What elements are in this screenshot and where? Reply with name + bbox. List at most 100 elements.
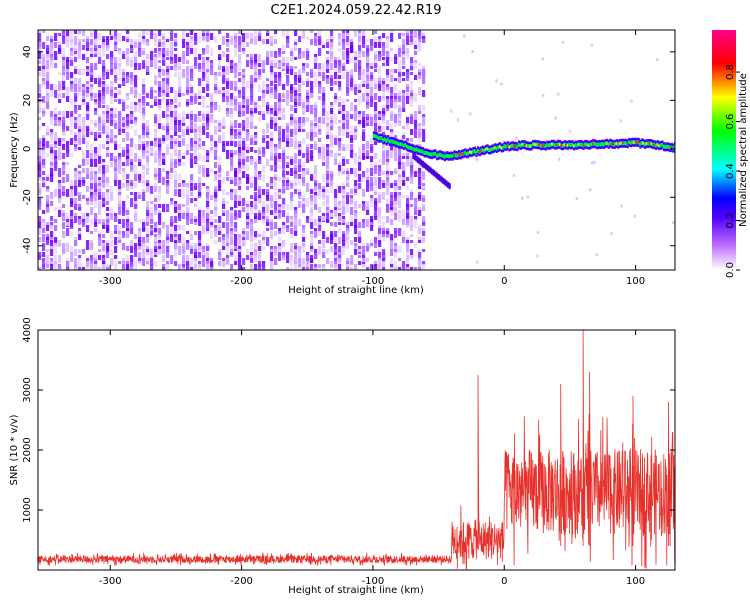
heatmap-cell	[222, 246, 226, 250]
heatmap-cell	[242, 150, 246, 156]
heatmap-cell	[322, 201, 326, 206]
heatmap-cell	[270, 186, 274, 189]
heatmap-cell	[154, 210, 158, 215]
heatmap-cell	[302, 243, 306, 248]
heatmap-cell	[54, 243, 58, 249]
heatmap-cell	[158, 228, 162, 236]
heatmap-cell	[222, 36, 226, 45]
heatmap-cell	[254, 54, 258, 61]
heatmap-cell	[410, 90, 414, 93]
heatmap-cell	[58, 192, 62, 199]
heatmap-cell	[198, 90, 202, 99]
heatmap-cell	[138, 195, 142, 199]
heatmap-cell	[394, 249, 398, 252]
heatmap-cell	[393, 140, 396, 144]
heatmap-cell	[174, 150, 178, 156]
heatmap-cell	[470, 151, 474, 154]
heatmap-cell	[388, 140, 391, 144]
heatmap-cell	[118, 180, 122, 189]
heatmap-cell	[162, 111, 166, 118]
heatmap-cell	[286, 228, 290, 232]
heatmap-cell	[226, 201, 230, 204]
heatmap-cell	[625, 141, 628, 145]
heatmap-cell	[549, 143, 552, 147]
heatmap-cell	[226, 216, 230, 221]
heatmap-cell	[402, 156, 406, 159]
heatmap-cell	[226, 237, 230, 244]
heatmap-cell	[54, 120, 58, 124]
heatmap-cell	[334, 267, 338, 270]
heatmap-cell	[98, 57, 102, 64]
heatmap-cell	[294, 219, 298, 228]
heatmap-cell	[94, 147, 98, 156]
heatmap-cell	[238, 237, 242, 246]
heatmap-cell	[106, 264, 110, 267]
heatmap-cell	[362, 111, 366, 118]
heatmap-cell	[210, 225, 214, 228]
heatmap-cell	[54, 189, 58, 197]
heatmap-cell	[242, 243, 246, 246]
heatmap-cell	[86, 168, 90, 174]
heatmap-cell	[230, 93, 234, 101]
heatmap-cell	[178, 264, 182, 270]
heatmap-cell	[214, 210, 218, 217]
heatmap-cell	[286, 69, 290, 74]
heatmap-cell	[42, 222, 46, 230]
heatmap-cell	[198, 36, 202, 43]
heatmap-cell	[465, 152, 469, 156]
heatmap-cell	[382, 255, 386, 259]
heatmap-cell	[282, 99, 286, 102]
heatmap-cell	[298, 219, 302, 226]
heatmap-cell	[50, 216, 54, 221]
heatmap-cell	[178, 234, 182, 242]
heatmap-cell	[134, 204, 138, 209]
heatmap-cell	[38, 93, 42, 98]
heatmap-cell	[218, 255, 222, 258]
heatmap-cell	[334, 72, 338, 79]
heatmap-cell	[46, 153, 50, 157]
heatmap-cell	[42, 234, 46, 242]
heatmap-cell	[106, 69, 110, 73]
heatmap-cell	[398, 48, 402, 57]
heatmap-cell	[110, 156, 114, 159]
heatmap-cell	[46, 69, 50, 73]
heatmap-cell	[238, 264, 242, 270]
heatmap-cell	[314, 105, 318, 109]
heatmap-cell	[90, 39, 94, 45]
heatmap-cell	[566, 144, 570, 147]
heatmap-cell	[314, 231, 318, 238]
heatmap-cell	[306, 219, 310, 223]
heatmap-cell	[362, 150, 366, 155]
heatmap-cell	[70, 60, 74, 66]
heatmap-cell	[134, 243, 138, 250]
heatmap-cell	[601, 142, 604, 146]
heatmap-cell	[330, 42, 334, 50]
heatmap-cell	[398, 177, 402, 185]
heatmap-cell	[114, 261, 118, 269]
heatmap-cell	[242, 42, 246, 49]
heatmap-cell	[62, 75, 66, 83]
heatmap-cell	[274, 60, 278, 64]
heatmap-cell	[114, 174, 118, 182]
heatmap-cell	[418, 237, 422, 242]
heatmap-cell	[70, 129, 74, 135]
heatmap-cell	[290, 228, 294, 234]
heatmap-cell	[134, 267, 138, 270]
heatmap-cell	[398, 33, 402, 39]
heatmap-cell	[270, 87, 274, 95]
heatmap-cell	[318, 39, 322, 46]
heatmap-cell	[262, 111, 266, 115]
heatmap-cell	[298, 195, 302, 199]
heatmap-cell	[94, 63, 98, 70]
heatmap-cell	[366, 48, 370, 56]
heatmap-cell	[350, 216, 354, 222]
heatmap-cell	[86, 42, 90, 49]
heatmap-cell	[118, 51, 122, 55]
heatmap-cell	[214, 186, 218, 191]
heatmap-cell	[118, 39, 122, 42]
heatmap-cell	[270, 75, 274, 81]
heatmap-cell	[42, 81, 46, 84]
heatmap-cell	[354, 225, 358, 234]
